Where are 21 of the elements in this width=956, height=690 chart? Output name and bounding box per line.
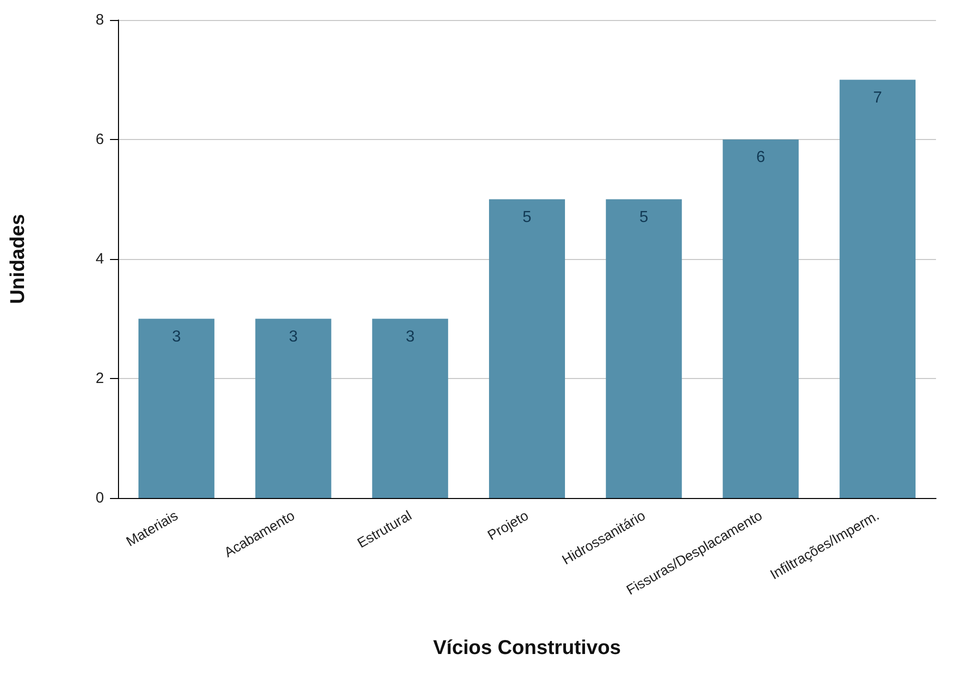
data-label: 3 <box>406 328 415 346</box>
y-tick-label: 6 <box>96 131 104 148</box>
bar <box>840 80 916 498</box>
bar <box>255 318 332 498</box>
y-tick-label: 8 <box>96 12 104 28</box>
data-label: 6 <box>756 149 766 166</box>
bar <box>606 199 682 498</box>
bar <box>138 318 214 498</box>
y-tick-label: 2 <box>96 370 104 387</box>
data-label: 3 <box>172 328 181 346</box>
bar <box>372 318 448 498</box>
bar <box>722 140 799 498</box>
bar <box>489 199 565 498</box>
data-label: 5 <box>639 208 648 226</box>
y-tick-label: 0 <box>96 490 104 506</box>
data-label: 7 <box>873 89 882 106</box>
y-tick-label: 4 <box>96 250 104 268</box>
data-label: 5 <box>522 208 532 226</box>
y-axis-title: Unidades <box>7 214 29 304</box>
data-label: 3 <box>288 328 298 346</box>
x-axis-title: Vícios Construtivos <box>433 637 621 659</box>
